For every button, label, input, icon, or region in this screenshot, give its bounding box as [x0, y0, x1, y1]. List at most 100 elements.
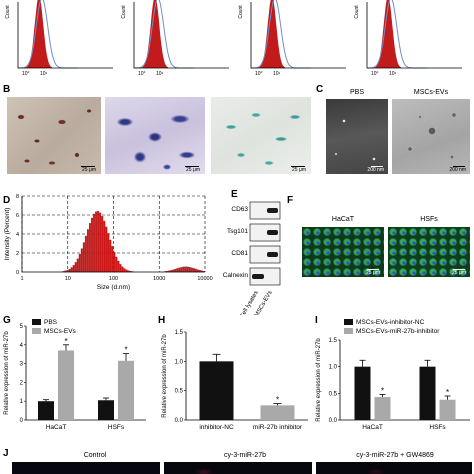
bar-chart-i: 0.0 0.5 1.0 1.5 Relative expression of miR-2…: [316, 319, 470, 431]
flow-control-line: [18, 0, 78, 69]
flow-histogram-3: Count 10° 10¹: [238, 0, 346, 77]
flow-ylabel: Count: [121, 5, 127, 19]
scale-label: 25 μm: [366, 270, 380, 276]
histogram-bar: [109, 239, 112, 273]
fluor-label-hsfs: HSFs: [420, 216, 438, 223]
panel-label-j: J: [3, 448, 9, 459]
j-label-cy3-gw: cy-3-miR-27b + GW4869: [356, 452, 434, 459]
histogram-bar: [101, 216, 104, 273]
histogram-bar: [119, 264, 122, 273]
legend-label: MSCs-EVs-inhibitor-NC: [356, 319, 425, 326]
y-tick-label: 0.5: [175, 389, 184, 395]
blot-band-label: CD63: [231, 206, 248, 213]
scale-label: 25 μm: [452, 270, 466, 276]
histogram-bar: [117, 260, 120, 273]
flow-xtick: 10°: [138, 71, 146, 77]
panel-label-e: E: [231, 189, 238, 200]
tem-image-pbs: 200 nm: [326, 99, 388, 174]
legend-swatch: [32, 328, 41, 334]
significance-mark: *: [276, 396, 279, 405]
fluor-image-hsfs: 25 μm: [388, 227, 470, 277]
flow-control-line: [251, 0, 311, 69]
y-axis-label: Intensity (Percent): [4, 208, 11, 261]
j-label-control: Control: [83, 452, 107, 459]
bar: [58, 350, 74, 420]
blot-band: [252, 274, 264, 279]
significance-mark: *: [446, 388, 449, 397]
blot-band: [267, 208, 278, 213]
flow-axes: [250, 2, 346, 69]
flow-histogram-row: Count 10° 10¹ Count 10° 10¹ Count 10° 10¹ Count 10…: [5, 0, 462, 77]
blot-strip: [249, 223, 281, 242]
size-distribution-chart: 0 2 4 6 8 1 10 100 1000 10000 Size (d.nm) Intensity…: [4, 194, 213, 291]
scale-label: 200 nm: [449, 167, 466, 173]
scale-label: 200 nm: [367, 167, 384, 173]
tem-label-pbs: PBS: [349, 89, 364, 96]
x-tick-label: 10000: [197, 276, 212, 282]
panel-label-g: G: [3, 315, 11, 326]
scale-label: 25 μm: [82, 167, 96, 173]
axes: [21, 196, 205, 273]
histogram-bar: [107, 233, 110, 273]
legend-swatch: [344, 319, 353, 325]
histogram-bar: [186, 266, 189, 273]
histogram-bar: [192, 268, 195, 273]
flow-axes: [17, 2, 113, 69]
j-image-control: [12, 462, 160, 474]
bar: [439, 399, 456, 420]
flow-control-line: [367, 0, 427, 69]
bar-chart-h: 0.0 0.5 1.0 1.5 Relative expression of miR-2…: [162, 330, 308, 431]
blot-band-label: CD81: [231, 250, 248, 257]
bar: [98, 400, 114, 420]
y-tick-label: 1.0: [329, 365, 338, 371]
legend-label: MSCs-EVs: [44, 328, 77, 335]
histogram-bar: [74, 262, 77, 273]
x-tick-label: 1000: [153, 276, 165, 282]
histogram-bar: [78, 253, 81, 273]
flow-xtick: 10¹: [156, 71, 164, 77]
y-axis-label: Relative expression of miR-27b: [162, 334, 168, 418]
flow-histogram-4: Count 10° 10¹: [354, 0, 462, 77]
histogram-bar: [180, 267, 183, 273]
y-tick-label: 0: [16, 270, 19, 276]
fluor-image-hacat: 25 μm: [302, 227, 384, 277]
flow-ylabel: Count: [354, 5, 360, 19]
y-tick-label: 1.0: [175, 359, 184, 365]
y-tick-label: 2: [20, 380, 24, 386]
histogram-bar: [82, 242, 85, 273]
histogram-bar: [76, 258, 79, 273]
scale-bar: [291, 166, 305, 167]
histogram-bar: [113, 251, 116, 273]
scale-bar: [371, 166, 383, 167]
oil-red-micrograph: 25 μm: [7, 97, 101, 174]
blot-band-label: Tsg101: [227, 228, 248, 235]
significance-mark: *: [64, 337, 67, 346]
histogram-bar: [86, 229, 89, 273]
y-tick-label: 0.0: [329, 418, 338, 424]
histogram-bar: [103, 220, 106, 273]
histogram-bar: [123, 268, 126, 273]
y-axis-label: Relative expression of miR-27b: [4, 331, 10, 415]
alcian-blue-micrograph: 25 μm: [211, 97, 311, 174]
histogram-bar: [72, 265, 75, 273]
histogram-bar: [188, 267, 191, 273]
histogram-bar: [93, 213, 95, 273]
flow-xtick: 10°: [22, 71, 30, 77]
histogram-bar: [182, 266, 185, 273]
y-tick-label: 0.5: [329, 391, 338, 397]
bar: [199, 361, 234, 420]
histogram-bar: [111, 246, 114, 273]
bar: [118, 360, 134, 420]
scale-label: 25 μm: [186, 167, 200, 173]
x-tick-label: 100: [109, 276, 118, 282]
y-tick-label: 4: [16, 232, 19, 238]
blot-strip: [249, 201, 281, 220]
panel-label-i: I: [315, 315, 318, 326]
tem-label-evs: MSCs-EVs: [413, 89, 449, 96]
bar: [38, 401, 54, 420]
histogram-bar: [190, 267, 193, 273]
histogram-bar: [178, 267, 181, 273]
y-tick-label: 1.5: [175, 330, 184, 336]
y-tick-label: 8: [16, 194, 19, 200]
